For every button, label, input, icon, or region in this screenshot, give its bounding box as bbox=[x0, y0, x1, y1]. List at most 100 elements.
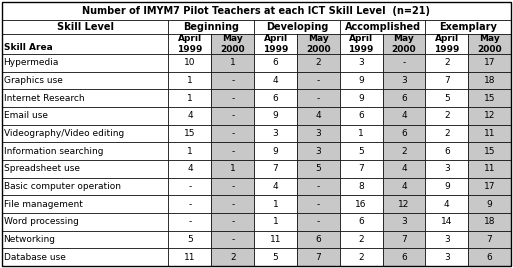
Bar bbox=[211, 54, 254, 72]
Bar bbox=[340, 107, 383, 125]
Bar bbox=[211, 72, 254, 89]
Text: Developing: Developing bbox=[266, 22, 328, 32]
Bar bbox=[383, 231, 425, 248]
Bar bbox=[211, 142, 254, 160]
Text: 4: 4 bbox=[187, 164, 193, 173]
Text: 5: 5 bbox=[315, 164, 321, 173]
Bar bbox=[383, 178, 425, 195]
Text: 6: 6 bbox=[358, 217, 364, 226]
Text: -: - bbox=[231, 94, 234, 103]
Bar bbox=[383, 142, 425, 160]
Text: Networking: Networking bbox=[4, 235, 55, 244]
Text: 3: 3 bbox=[315, 147, 321, 156]
Text: -: - bbox=[402, 58, 406, 67]
Bar bbox=[340, 54, 383, 72]
Bar bbox=[383, 89, 425, 107]
Text: 3: 3 bbox=[444, 164, 450, 173]
Text: Beginning: Beginning bbox=[183, 22, 239, 32]
Bar bbox=[340, 178, 383, 195]
Text: 6: 6 bbox=[272, 94, 279, 103]
Text: 1: 1 bbox=[230, 164, 235, 173]
Bar bbox=[2, 107, 168, 125]
Bar bbox=[297, 89, 340, 107]
Text: -: - bbox=[188, 200, 191, 209]
Text: 6: 6 bbox=[401, 129, 407, 138]
Text: 12: 12 bbox=[484, 111, 495, 120]
Text: -: - bbox=[317, 76, 320, 85]
Text: -: - bbox=[317, 200, 320, 209]
Bar bbox=[425, 213, 468, 231]
Bar bbox=[468, 178, 511, 195]
Bar bbox=[168, 231, 211, 248]
Bar bbox=[2, 20, 168, 34]
Bar bbox=[2, 34, 168, 54]
Text: Graphics use: Graphics use bbox=[4, 76, 63, 85]
Text: 1: 1 bbox=[187, 76, 193, 85]
Bar bbox=[254, 125, 297, 142]
Bar bbox=[2, 2, 511, 20]
Bar bbox=[254, 231, 297, 248]
Text: May
2000: May 2000 bbox=[391, 34, 416, 54]
Text: 1: 1 bbox=[272, 217, 279, 226]
Text: -: - bbox=[231, 200, 234, 209]
Text: 12: 12 bbox=[398, 200, 410, 209]
Text: 14: 14 bbox=[441, 217, 452, 226]
Bar bbox=[297, 125, 340, 142]
Bar bbox=[468, 54, 511, 72]
Text: 2: 2 bbox=[444, 58, 449, 67]
Text: 3: 3 bbox=[401, 217, 407, 226]
Text: 4: 4 bbox=[273, 182, 279, 191]
Bar bbox=[211, 231, 254, 248]
Text: 6: 6 bbox=[444, 147, 450, 156]
Bar bbox=[2, 248, 168, 266]
Bar bbox=[2, 89, 168, 107]
Text: 6: 6 bbox=[315, 235, 321, 244]
Text: April
1999: April 1999 bbox=[177, 34, 203, 54]
Bar bbox=[254, 107, 297, 125]
Text: 4: 4 bbox=[401, 111, 407, 120]
Bar bbox=[168, 248, 211, 266]
Bar bbox=[168, 160, 211, 178]
Text: 11: 11 bbox=[270, 235, 281, 244]
Bar bbox=[2, 160, 168, 178]
Bar bbox=[383, 34, 425, 54]
Text: 9: 9 bbox=[272, 111, 279, 120]
Bar bbox=[168, 34, 211, 54]
Bar bbox=[297, 178, 340, 195]
Bar bbox=[468, 248, 511, 266]
Bar bbox=[297, 231, 340, 248]
Text: 1: 1 bbox=[230, 58, 235, 67]
Bar bbox=[168, 142, 211, 160]
Bar bbox=[297, 142, 340, 160]
Text: 9: 9 bbox=[487, 200, 492, 209]
Bar bbox=[297, 213, 340, 231]
Text: -: - bbox=[231, 235, 234, 244]
Text: 4: 4 bbox=[315, 111, 321, 120]
Text: -: - bbox=[317, 94, 320, 103]
Bar bbox=[468, 72, 511, 89]
Text: 15: 15 bbox=[484, 147, 496, 156]
Text: 2: 2 bbox=[444, 129, 449, 138]
Text: 1: 1 bbox=[272, 200, 279, 209]
Text: Word processing: Word processing bbox=[4, 217, 78, 226]
Text: 5: 5 bbox=[272, 253, 279, 262]
Bar bbox=[168, 89, 211, 107]
Bar bbox=[468, 142, 511, 160]
Bar bbox=[297, 34, 340, 54]
Text: 9: 9 bbox=[272, 147, 279, 156]
Text: 15: 15 bbox=[184, 129, 195, 138]
Bar bbox=[168, 178, 211, 195]
Bar bbox=[383, 125, 425, 142]
Bar bbox=[468, 213, 511, 231]
Bar bbox=[168, 213, 211, 231]
Text: -: - bbox=[231, 182, 234, 191]
Bar bbox=[254, 195, 297, 213]
Bar bbox=[211, 89, 254, 107]
Bar bbox=[297, 248, 340, 266]
Text: 9: 9 bbox=[444, 182, 450, 191]
Bar bbox=[211, 107, 254, 125]
Bar bbox=[340, 195, 383, 213]
Bar bbox=[340, 213, 383, 231]
Bar bbox=[211, 213, 254, 231]
Text: Information searching: Information searching bbox=[4, 147, 103, 156]
